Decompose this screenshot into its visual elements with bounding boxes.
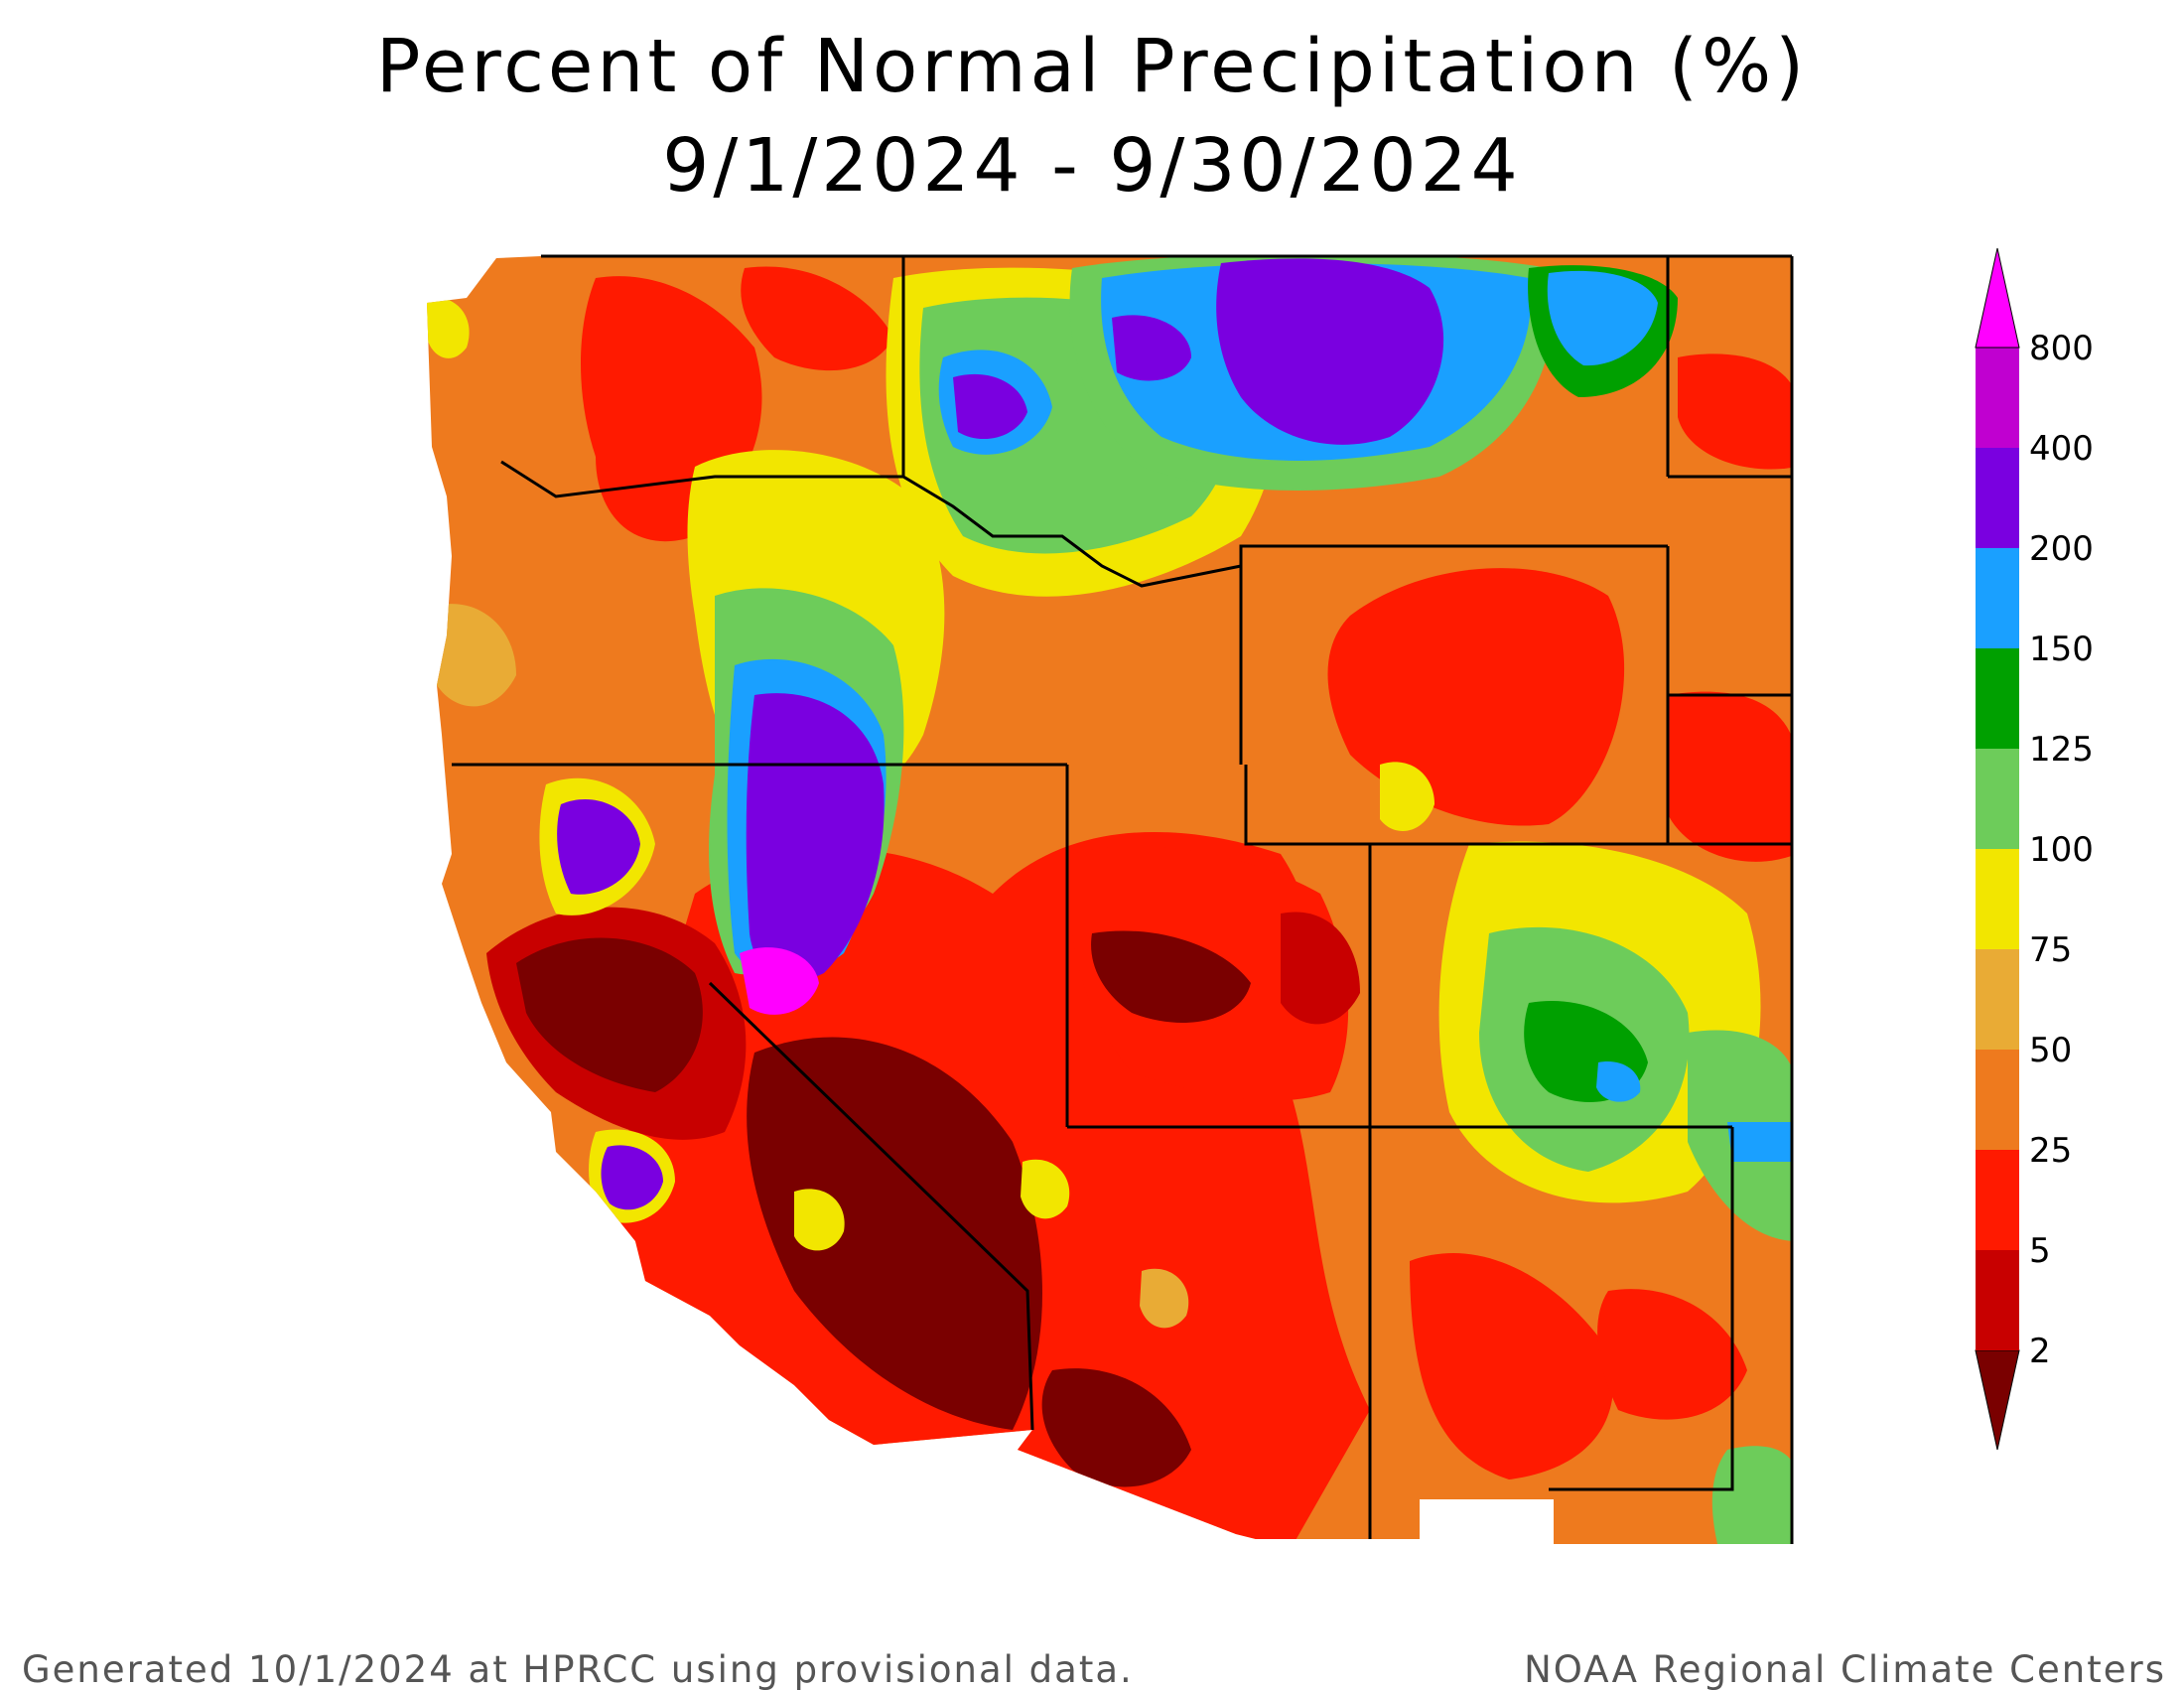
colorbar-segment: [1976, 348, 2019, 448]
colorbar-label: 400: [2029, 429, 2094, 469]
colorbar-label: 200: [2029, 529, 2094, 569]
red-nd: [1678, 353, 1792, 470]
red-wa: [741, 266, 893, 371]
nm-east-border: [1549, 1127, 1734, 1491]
purple-ca-n: [557, 798, 640, 895]
colorbar-segment: [1976, 448, 2019, 548]
blue-ks: [1727, 1122, 1792, 1162]
darkest-az: [1041, 1368, 1191, 1487]
precip-field: [427, 256, 1792, 1544]
purple-ca-c: [601, 1145, 663, 1210]
footer-left: Generated 10/1/2024 at HPRCC using provi…: [22, 1648, 1134, 1691]
ut-wy-border: [1244, 765, 1370, 846]
colorbar-segment: [1976, 949, 2019, 1050]
nv-az-ca-border: [708, 981, 1034, 1431]
darkest-nv-az: [747, 1037, 1042, 1430]
magenta-nv: [740, 947, 819, 1015]
colorbar-segment: [1976, 648, 2019, 749]
colorbar-segment: [1976, 849, 2019, 949]
colorbar-label: 125: [2029, 730, 2094, 770]
yellow-wy: [1380, 762, 1434, 831]
id-mt-border: [901, 256, 1242, 588]
colorbar-label: 150: [2029, 630, 2094, 669]
darkest-ut: [1091, 930, 1251, 1023]
yellow-or-coast: [437, 604, 516, 707]
colorbar-segment: [1976, 1150, 2019, 1250]
colorbar-label: 5: [2029, 1231, 2051, 1271]
wa-or-border: [500, 460, 903, 498]
footer-right: NOAA Regional Climate Centers: [1524, 1648, 2166, 1691]
colorbar-label: 50: [2029, 1031, 2072, 1070]
colorbar-segment: [1976, 749, 2019, 849]
blue-nd: [1547, 270, 1658, 366]
purple-mt-c: [1112, 315, 1191, 381]
colorbar-segment: [1976, 548, 2019, 648]
blue-co: [1596, 1061, 1641, 1102]
yellow-az3: [1021, 1159, 1070, 1219]
colorbar-label: 75: [2029, 930, 2072, 970]
title-line-1: Percent of Normal Precipitation (%): [375, 24, 1809, 109]
red-wy: [1327, 568, 1625, 826]
colorbar-label: 25: [2029, 1131, 2072, 1171]
state-boundaries: [452, 254, 1794, 1544]
mt-wy-border: [1239, 544, 1668, 566]
purple-mt-w: [953, 373, 1027, 440]
purple-ne-mt: [1216, 258, 1444, 445]
colorbar-segment: [1976, 1050, 2019, 1150]
colorbar-segment: [1976, 1250, 2019, 1350]
yellow-az1: [794, 1189, 845, 1251]
colorbar-bottom-arrow: [1975, 1349, 2020, 1451]
colorbar-label: 2: [2029, 1332, 2051, 1371]
yellow-wa-coast: [427, 297, 470, 358]
red-ne: [1668, 691, 1792, 862]
red-tx: [1597, 1289, 1747, 1420]
darkred-ut2: [1281, 912, 1360, 1025]
red-nm: [1410, 1253, 1614, 1480]
colorbar-label: 800: [2029, 329, 2094, 368]
title-line-2: 9/1/2024 - 9/30/2024: [662, 123, 1522, 209]
colorbar-label: 100: [2029, 830, 2094, 870]
green-ok: [1711, 1446, 1792, 1544]
darkest-ca: [516, 937, 703, 1092]
colorbar-top-arrow: [1975, 247, 2020, 349]
yellow-az2: [1140, 1268, 1189, 1329]
